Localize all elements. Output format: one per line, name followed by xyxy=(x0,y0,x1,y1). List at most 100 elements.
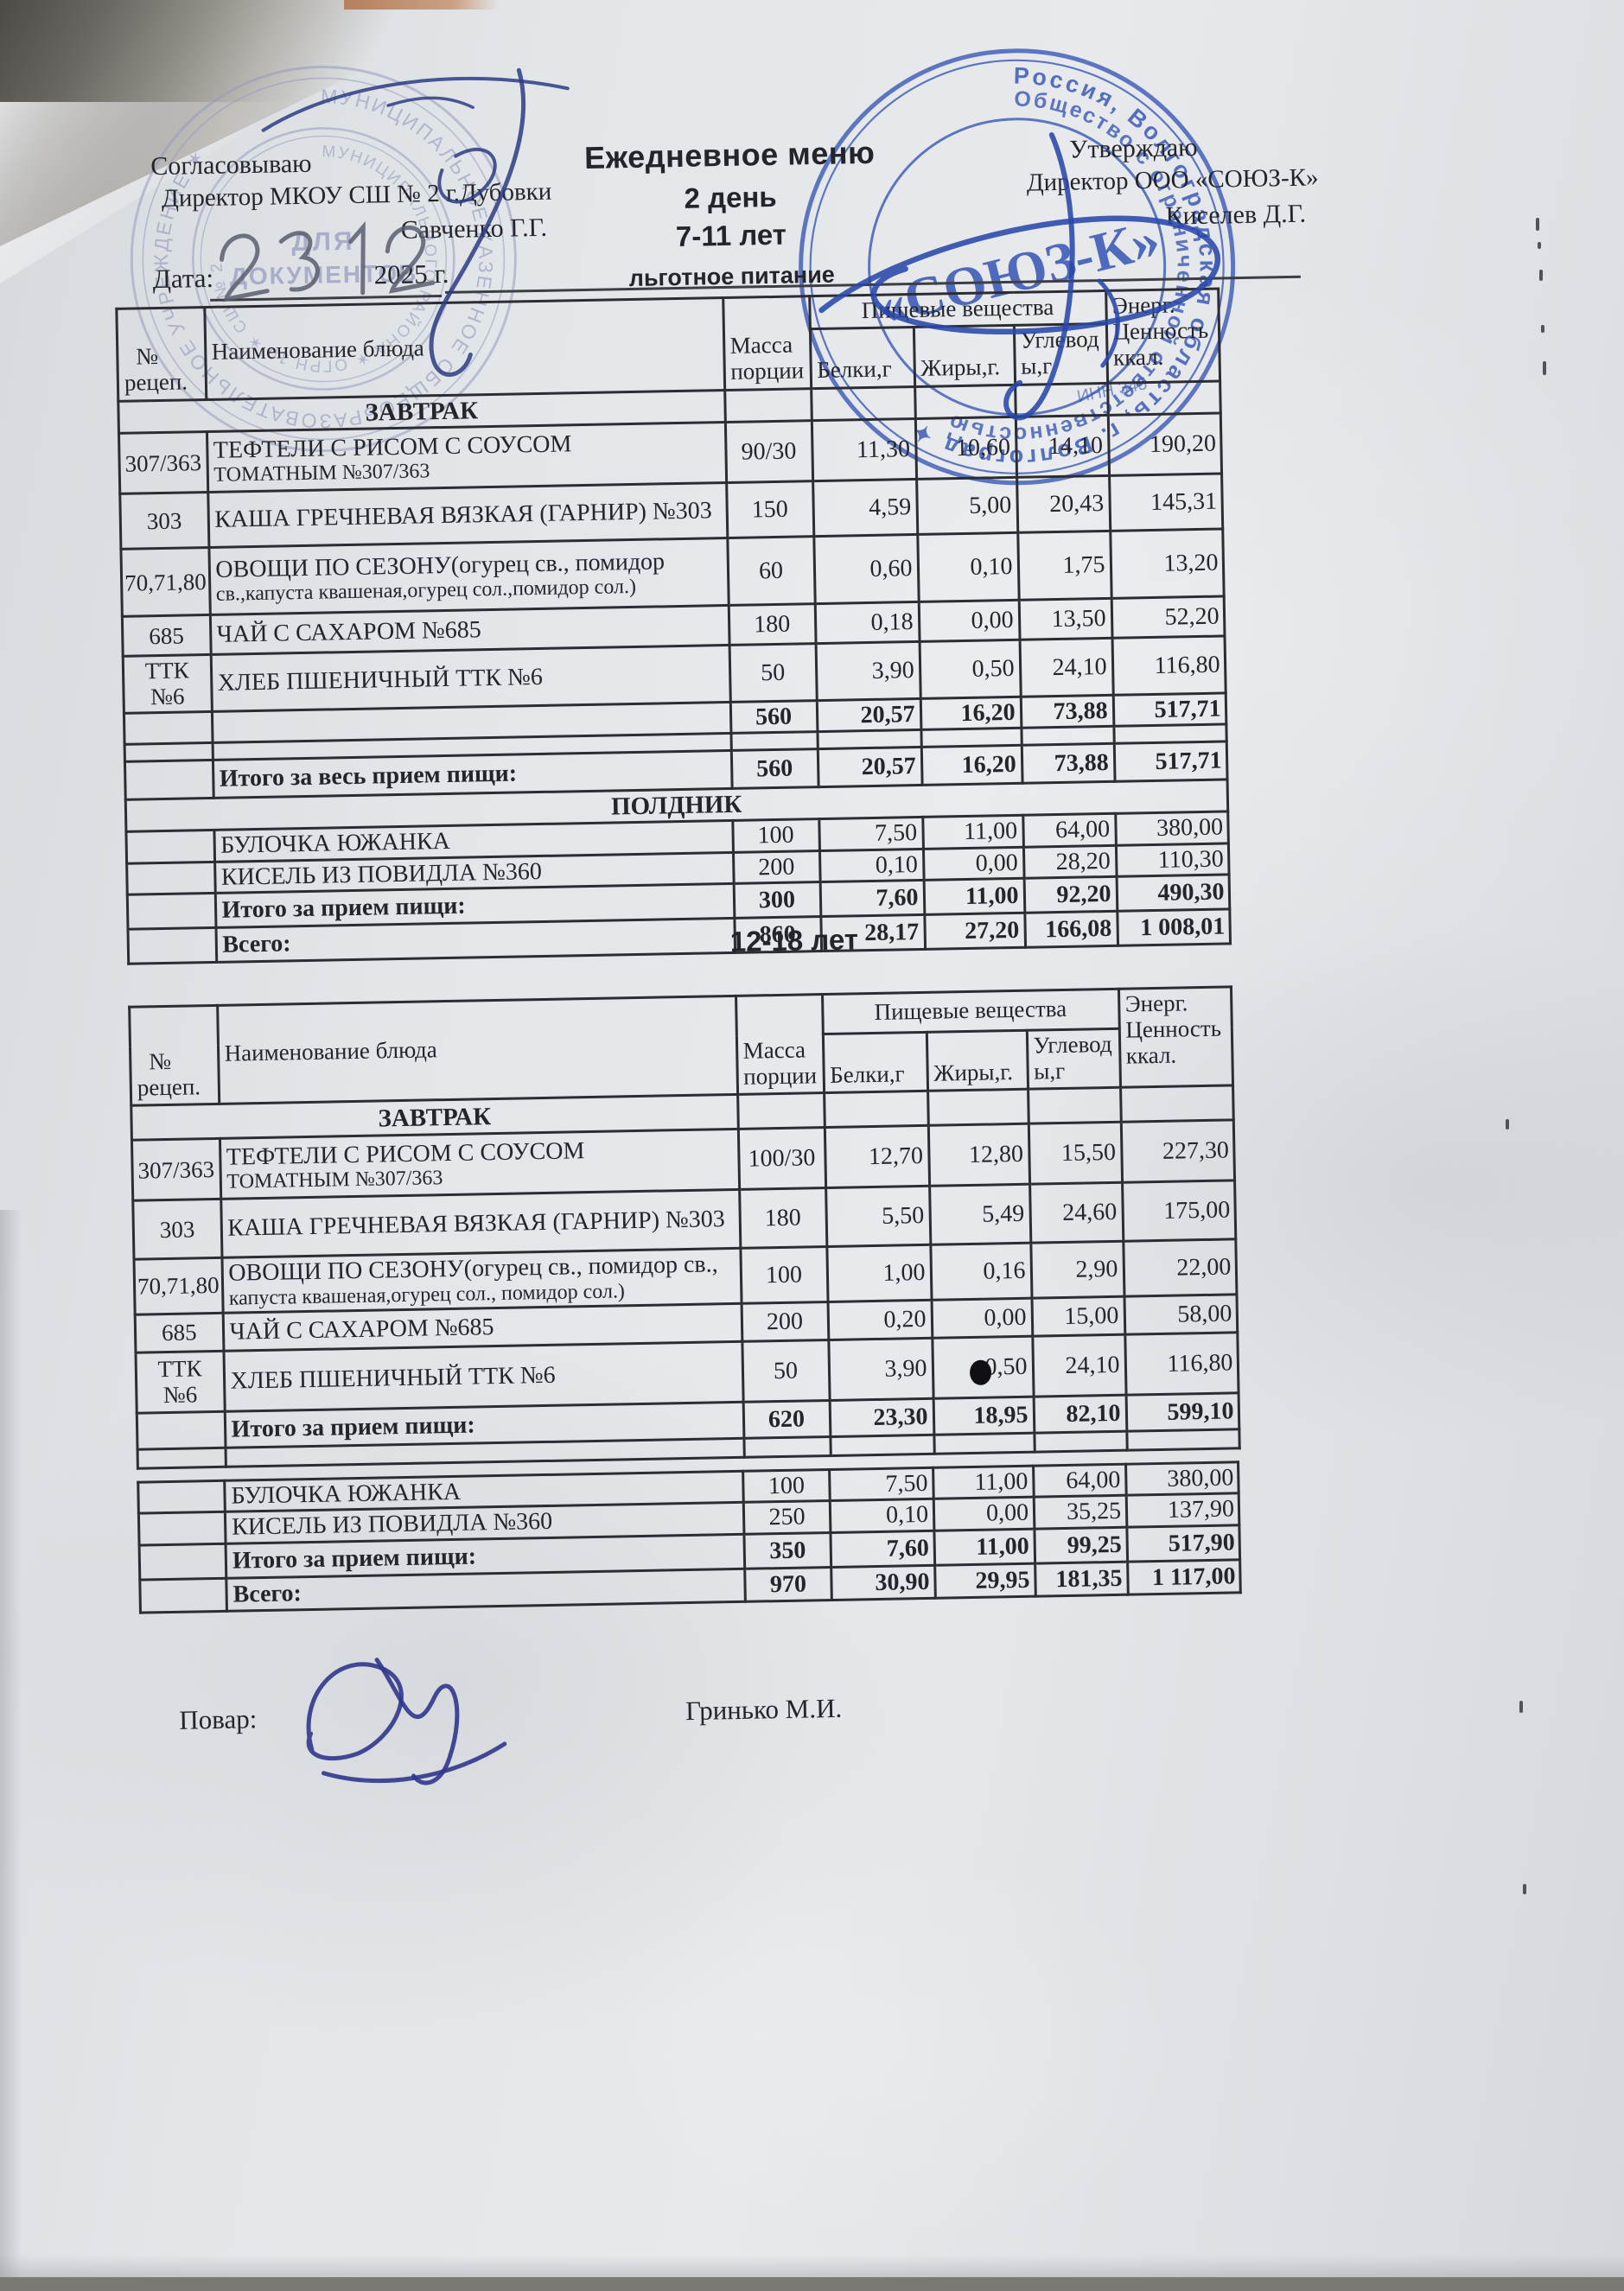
ink-dash xyxy=(1506,1119,1509,1130)
value-cell: 100 xyxy=(740,1246,828,1304)
value-cell: 100 xyxy=(742,1469,831,1503)
recipe-cell: 307/363 xyxy=(131,1138,221,1201)
recipe-cell xyxy=(124,742,213,762)
ink-dash xyxy=(1541,325,1544,333)
value-cell xyxy=(824,1091,928,1129)
header-mass-text: Масса порции xyxy=(729,332,804,385)
value-cell: 58,00 xyxy=(1124,1294,1238,1334)
value-cell: 1 117,00 xyxy=(1127,1559,1241,1594)
value-cell: 24,10 xyxy=(1032,1333,1126,1397)
value-cell xyxy=(1021,726,1114,746)
dish-name-cell: КАША ГРЕЧНЕВАЯ ВЯЗКАЯ (ГАРНИР) №303 xyxy=(220,1189,741,1258)
value-cell: 16,20 xyxy=(920,745,1022,786)
recipe-cell xyxy=(125,830,215,864)
value-cell: 64,00 xyxy=(1022,813,1116,848)
value-cell: 100/30 xyxy=(737,1128,826,1190)
company-stamp: Россия, Волгоградская область, г. Волгог… xyxy=(799,48,1236,486)
value-cell xyxy=(1113,723,1226,744)
value-cell: 4,59 xyxy=(812,479,918,537)
value-cell: 0,10 xyxy=(917,532,1019,602)
value-cell: 5,50 xyxy=(825,1186,931,1247)
value-cell: 15,00 xyxy=(1031,1295,1125,1336)
value-cell xyxy=(1028,1087,1121,1124)
value-cell: 7,50 xyxy=(829,1467,934,1501)
value-cell: 380,00 xyxy=(1115,811,1228,846)
cook-label: Повар: xyxy=(178,1703,258,1735)
menu-age-group-2: 12-18 лет xyxy=(729,923,859,958)
value-cell: 100 xyxy=(732,819,819,853)
value-cell: 180 xyxy=(728,603,816,646)
dish-name-line: ХЛЕБ ПШЕНИЧНЫЙ ТТК №6 xyxy=(217,663,544,697)
value-cell: 1,00 xyxy=(826,1244,932,1302)
recipe-cell: ТТК №6 xyxy=(123,654,212,713)
value-cell xyxy=(817,729,921,749)
dish-name-line: ЧАЙ С САХАРОМ №685 xyxy=(229,1313,494,1346)
value-cell: 1 008,01 xyxy=(1117,909,1231,946)
ink-dash xyxy=(1536,218,1539,231)
handwritten-date xyxy=(220,220,436,302)
header-carbs: Углевод ы,г xyxy=(1026,1028,1121,1090)
value-cell: 116,80 xyxy=(1111,636,1226,695)
value-cell xyxy=(737,1093,825,1130)
value-cell: 116,80 xyxy=(1124,1332,1239,1395)
recipe-cell: 70,71,80 xyxy=(120,547,210,617)
table-body: ЗАВТРАК 307/363 ТЕФТЕЛИ С РИСОМ С СОУСОМ ТО… xyxy=(118,380,1231,964)
recipe-cell: 303 xyxy=(132,1199,222,1260)
value-cell: 3,90 xyxy=(815,641,920,701)
recipe-cell: ТТК №6 xyxy=(135,1351,225,1413)
photo-edge-sliver xyxy=(344,0,500,10)
value-cell: 13,20 xyxy=(1110,529,1224,599)
value-cell: 1,75 xyxy=(1017,531,1111,601)
dish-name-cell: ТЕФТЕЛИ С РИСОМ С СОУСОМ ТОМАТНЫМ №307/36… xyxy=(206,422,727,493)
dish-name-cell: ХЛЕБ ПШЕНИЧНЫЙ ТТК №6 xyxy=(210,645,730,712)
recipe-cell xyxy=(124,711,213,745)
dish-name-line: КАША ГРЕЧНЕВАЯ ВЯЗКАЯ (ГАРНИР) №303 xyxy=(214,497,712,533)
school-stamp: МУНИЦИПАЛЬНОЕ КАЗЕННОЕ ОБЩЕОБРАЗОВАТЕЛЬН… xyxy=(130,65,517,452)
recipe-cell xyxy=(137,1448,226,1468)
value-cell: 0,10 xyxy=(818,849,924,882)
ink-dash xyxy=(1539,270,1543,281)
value-cell: 73,88 xyxy=(1020,694,1114,729)
value-cell xyxy=(743,1436,831,1458)
value-cell: 350 xyxy=(743,1532,831,1569)
header-mass-bottom: порции xyxy=(730,357,805,385)
recipe-cell xyxy=(137,1480,226,1514)
value-cell: 52,20 xyxy=(1111,596,1225,639)
recipe-cell: 303 xyxy=(119,492,209,550)
value-cell: 200 xyxy=(741,1301,829,1342)
value-cell: 0,16 xyxy=(930,1243,1032,1301)
value-cell xyxy=(1034,1430,1127,1452)
value-cell: 11,00 xyxy=(922,815,1023,850)
value-cell: 3,90 xyxy=(828,1338,933,1401)
value-cell: 0,00 xyxy=(933,1497,1035,1531)
value-cell: 5,49 xyxy=(929,1184,1031,1245)
value-cell: 92,20 xyxy=(1023,876,1118,913)
value-cell: 145,31 xyxy=(1109,474,1223,531)
header-recipe-bottom: рецеп. xyxy=(124,368,188,397)
value-cell: 12,80 xyxy=(927,1123,1030,1187)
value-cell: 560 xyxy=(730,748,818,789)
recipe-cell xyxy=(126,862,215,895)
header-mass-top: Масса xyxy=(742,1036,806,1064)
value-cell: 0,10 xyxy=(830,1499,934,1533)
value-cell: 13,50 xyxy=(1018,598,1112,640)
recipe-cell xyxy=(138,1511,226,1545)
value-cell: 11,00 xyxy=(933,1466,1035,1499)
cook-name: Гринько М.И. xyxy=(685,1692,843,1727)
value-cell xyxy=(1120,1085,1233,1123)
value-cell xyxy=(730,731,818,751)
header-recipe-bottom: рецеп. xyxy=(137,1073,201,1101)
value-cell: 599,10 xyxy=(1125,1392,1239,1431)
value-cell: 0,60 xyxy=(813,534,919,604)
value-cell: 82,10 xyxy=(1033,1394,1127,1433)
value-cell: 380,00 xyxy=(1125,1461,1239,1496)
header-fat: Жиры,г. xyxy=(926,1030,1029,1091)
header-energy: Энерг. Ценность ккал. xyxy=(1118,986,1233,1088)
value-cell: 0,00 xyxy=(922,847,1024,881)
value-cell: 20,43 xyxy=(1016,475,1111,533)
value-cell xyxy=(933,1432,1035,1454)
value-cell xyxy=(920,728,1022,748)
dish-name-line: КАША ГРЕЧНЕВАЯ ВЯЗКАЯ (ГАРНИР) №303 xyxy=(227,1206,725,1242)
dish-name-cell: ТЕФТЕЛИ С РИСОМ С СОУСОМ ТОМАТНЫМ №307/36… xyxy=(219,1129,740,1200)
